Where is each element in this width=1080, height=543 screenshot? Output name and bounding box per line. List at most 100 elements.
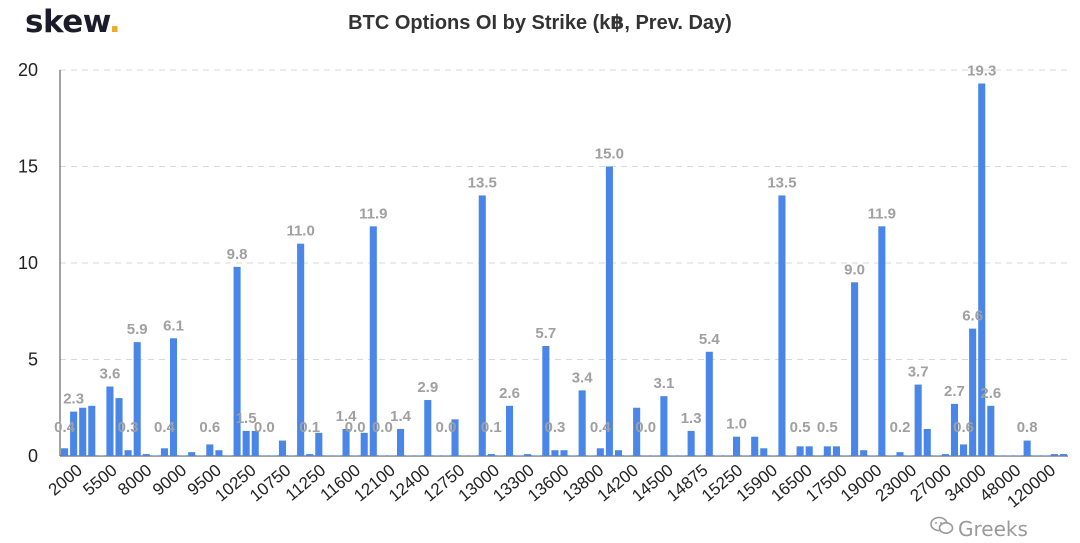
data-label: 0.8 [1017,419,1038,436]
bar [869,455,877,456]
bar [905,455,913,456]
bar [433,455,441,456]
bar [1059,454,1068,456]
data-label: 19.3 [967,63,996,80]
data-label: 11.9 [359,205,387,222]
bar [814,455,822,456]
data-label: 0.0 [436,419,457,436]
data-label: 1.0 [726,416,747,433]
y-tick-labels: 0 5 10 15 20 [18,60,38,466]
bar [660,396,668,456]
bar [633,407,641,456]
bar [1014,455,1022,456]
bar [206,444,214,456]
wechat-icon [930,516,954,534]
bar [596,448,604,456]
data-labels: 0.42.33.60.35.90.46.10.69.81.50.011.00.1… [54,63,1037,436]
bar [896,452,904,456]
bar [369,226,377,456]
data-label: 0.2 [890,419,911,436]
bar [778,195,786,456]
bar [760,448,768,456]
data-label: 9.0 [844,261,865,278]
x-tick-label: 8000 [114,461,155,500]
bars [60,83,1068,456]
bar [578,390,586,456]
bar [415,455,423,456]
bar [269,455,277,456]
bar [678,455,686,456]
data-label: 11.9 [868,205,896,222]
bar [560,450,568,456]
bar [297,243,305,456]
bar [524,454,532,456]
bar [378,455,386,456]
data-label: 2.7 [944,383,965,400]
bar [396,428,405,456]
bar [242,430,250,456]
x-tick-label: 10750 [246,461,294,506]
data-label: 0.5 [817,419,838,436]
bar [923,428,931,456]
data-label: 0.1 [481,419,502,436]
data-label: 0.6 [199,419,220,436]
data-label: 13.5 [468,174,497,191]
bar [1005,455,1013,456]
bar [542,345,550,456]
bar [805,446,813,456]
bar [106,386,114,456]
data-label: 2.6 [980,385,1001,402]
data-label: 1.4 [336,408,358,425]
bar [60,448,69,456]
bar [932,455,940,456]
bar [197,455,205,456]
data-label: 0.4 [54,419,76,436]
bar [832,446,840,456]
bar [605,166,613,456]
bar [97,455,105,456]
bar [133,342,141,456]
bar [351,455,359,456]
bar [687,430,695,456]
bar [251,430,259,456]
bar [941,454,949,456]
bar [796,446,804,456]
data-label: 0.3 [544,419,565,436]
bar [142,454,150,456]
y-tick-label: 10 [18,253,38,273]
bar [978,83,986,456]
data-label: 0.4 [590,419,612,436]
bar [469,455,477,456]
bar [442,455,450,456]
data-label: 13.5 [767,174,796,191]
data-label: 3.1 [653,375,674,392]
bar [651,455,659,456]
bar [569,455,577,456]
bar [987,405,995,456]
bar [424,400,432,456]
bar [179,455,187,456]
bar [960,444,968,456]
bar [505,405,514,456]
data-label: 2.3 [63,391,84,408]
bar [851,282,859,456]
bar [278,440,287,456]
x-tick-label: 9000 [149,461,190,500]
bar [751,436,759,456]
data-label: 0.3 [118,419,139,436]
data-label: 9.8 [227,246,248,263]
y-tick-label: 15 [18,157,38,177]
bar [333,455,341,456]
data-label: 0.0 [345,419,366,436]
bar [115,398,123,456]
bar [1023,440,1031,456]
data-label: 2.6 [499,385,520,402]
bar [996,455,1004,456]
bar [705,351,713,456]
bar [487,454,495,456]
bar [324,455,332,456]
bar [950,403,959,456]
bar [696,455,704,456]
data-label: 3.7 [908,364,929,381]
data-label: 5.7 [535,325,556,342]
